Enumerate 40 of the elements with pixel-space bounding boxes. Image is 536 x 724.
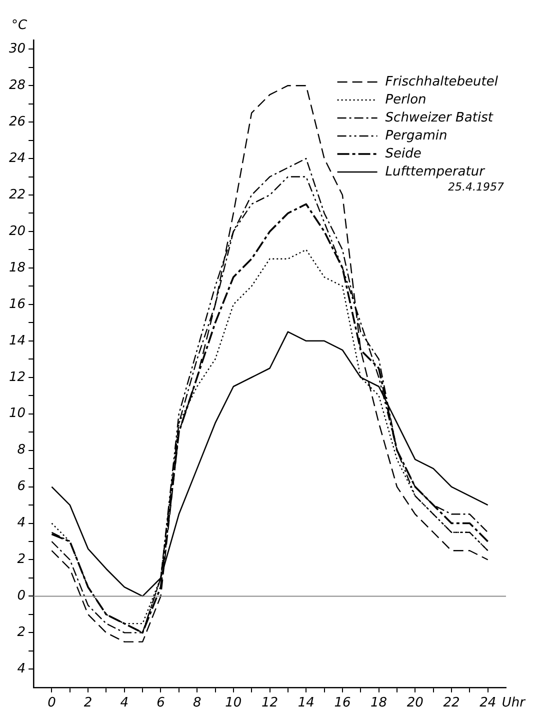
y-tick-label: 22 <box>8 187 26 202</box>
x-tick-label: 6 <box>156 696 165 711</box>
y-tick-label: 16 <box>8 296 26 312</box>
y-tick-label: 0 <box>17 588 26 604</box>
x-tick-label: 4 <box>120 696 129 711</box>
legend-label: Pergamin <box>385 128 448 144</box>
x-tick-label: 20 <box>406 696 424 711</box>
y-tick-label: 6 <box>17 479 26 494</box>
x-tick-label: 24 <box>480 696 496 711</box>
y-tick-label: 30 <box>8 41 26 56</box>
x-tick-label: 22 <box>443 696 460 711</box>
y-tick-label: 12 <box>8 370 26 385</box>
y-tick-label: 10 <box>8 406 26 422</box>
legend-label: Perlon <box>385 92 426 108</box>
y-tick-label: 4 <box>17 662 26 677</box>
annotation: 25.4.1957 <box>448 180 504 194</box>
x-tick-label: 10 <box>225 696 242 711</box>
legend-label: Frischhaltebeutel <box>385 74 498 90</box>
y-tick-label: 28 <box>8 78 26 93</box>
y-tick-label: 26 <box>8 114 26 130</box>
x-tick-label: 2 <box>84 696 92 711</box>
y-tick-label: 2 <box>17 552 26 568</box>
legend-label: Lufttemperatur <box>385 164 486 180</box>
x-axis-title: Uhr <box>502 695 527 710</box>
x-tick-label: 0 <box>48 696 56 711</box>
y-axis-title: °C <box>12 18 28 33</box>
y-tick-label: 2 <box>17 625 26 640</box>
y-tick-label: 4 <box>17 516 26 531</box>
y-tick-label: 8 <box>17 442 26 458</box>
legend-label: Schweizer Batist <box>385 110 494 126</box>
x-tick-label: 18 <box>370 696 388 711</box>
x-tick-label: 8 <box>192 696 202 711</box>
x-tick-label: 12 <box>262 696 278 711</box>
x-tick-label: 16 <box>334 696 351 711</box>
y-tick-label: 24 <box>8 150 26 166</box>
legend-label: Seide <box>385 146 422 162</box>
y-tick-label: 14 <box>8 333 26 348</box>
x-tick-label: 14 <box>298 696 314 711</box>
y-tick-label: 18 <box>8 260 26 276</box>
y-tick-label: 20 <box>8 224 26 239</box>
